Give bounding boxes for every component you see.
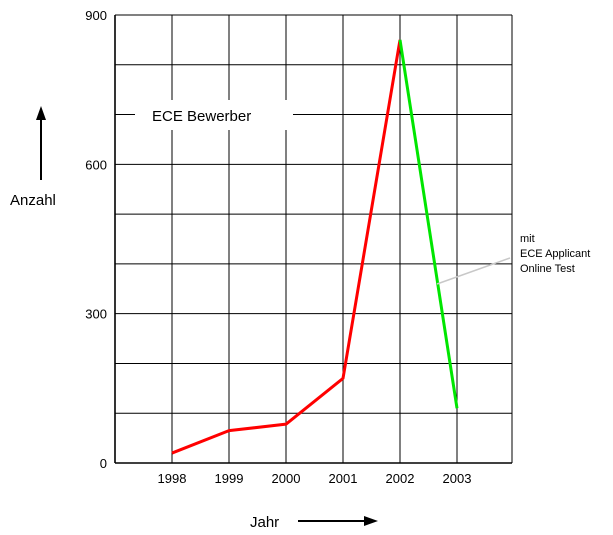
axes: [114, 15, 512, 464]
x-tick-label: 1998: [158, 471, 187, 486]
x-tick-label: 2001: [329, 471, 358, 486]
chart-title: ECE Bewerber: [152, 108, 251, 125]
annotation-pointer: [436, 257, 511, 285]
x-tick-label: 1999: [215, 471, 244, 486]
annotation-line-1: mit: [520, 233, 535, 245]
x-axis-label: Jahr: [250, 514, 279, 531]
series-lines: [171, 39, 459, 455]
y-tick-label: 600: [85, 157, 107, 172]
series-line-1: [171, 39, 402, 455]
x-tick-label: 2002: [386, 471, 415, 486]
x-arrow-head: [364, 516, 378, 526]
y-tick-label: 0: [100, 456, 107, 471]
grid: [115, 14, 513, 463]
tick-labels: 0 300 600 900 1998 1999 2000 2001 2002 2003: [85, 8, 471, 486]
series-line-2: [398, 39, 459, 409]
y-tick-label: 300: [85, 307, 107, 322]
annotation-line-2: ECE Applicant: [520, 248, 590, 260]
title-background: [135, 100, 293, 130]
x-tick-label: 2000: [272, 471, 301, 486]
y-arrow-head: [36, 106, 46, 120]
y-tick-label: 900: [85, 8, 107, 23]
annotation-line-3: Online Test: [520, 263, 575, 275]
x-tick-label: 2003: [443, 471, 472, 486]
y-axis-label: Anzahl: [10, 192, 56, 209]
